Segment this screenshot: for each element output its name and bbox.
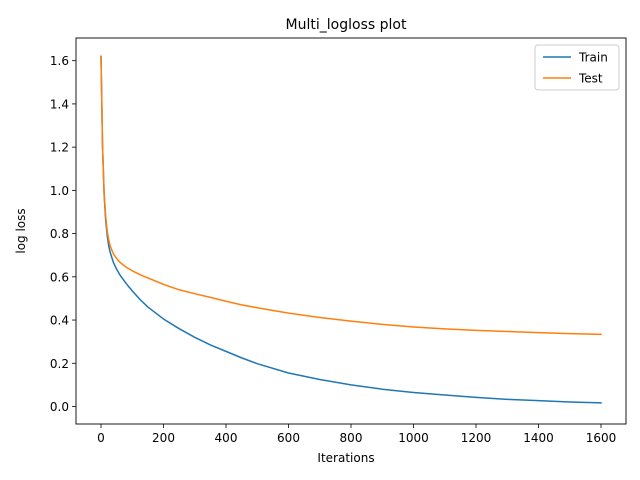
y-tick-label: 0.2 xyxy=(50,357,69,371)
chart-title: Multi_logloss plot xyxy=(286,17,407,33)
legend: Train Test xyxy=(534,44,620,91)
series-line-train xyxy=(100,55,602,404)
x-tick-label: 800 xyxy=(340,431,363,445)
x-tick-label: 200 xyxy=(152,431,175,445)
x-axis: 0 200 400 600 800 1000 1200 1400 1600 xyxy=(97,424,616,445)
x-tick-label: 1000 xyxy=(398,431,429,445)
legend-label-train: Train xyxy=(578,51,608,65)
x-axis-label: Iterations xyxy=(317,451,374,465)
y-tick-label: 1.4 xyxy=(50,97,69,111)
y-tick-label: 0.0 xyxy=(50,400,69,414)
x-tick-label: 1600 xyxy=(586,431,617,445)
y-tick-label: 0.4 xyxy=(50,314,69,328)
x-tick-label: 400 xyxy=(215,431,238,445)
plot-area xyxy=(100,55,602,404)
x-tick-label: 1200 xyxy=(461,431,492,445)
y-tick-label: 0.6 xyxy=(50,270,69,284)
x-tick-label: 0 xyxy=(97,431,105,445)
series-line-test xyxy=(100,55,602,336)
y-tick-label: 1.0 xyxy=(50,184,69,198)
y-tick-label: 1.6 xyxy=(50,54,69,68)
y-tick-label: 0.8 xyxy=(50,227,69,241)
y-tick-label: 1.2 xyxy=(50,141,69,155)
x-tick-label: 1400 xyxy=(523,431,554,445)
y-axis-label: log loss xyxy=(14,208,28,253)
y-axis: 0.0 0.2 0.4 0.6 0.8 1.0 1.2 1.4 1.6 xyxy=(50,54,76,414)
legend-label-test: Test xyxy=(578,72,603,86)
x-tick-label: 600 xyxy=(277,431,300,445)
